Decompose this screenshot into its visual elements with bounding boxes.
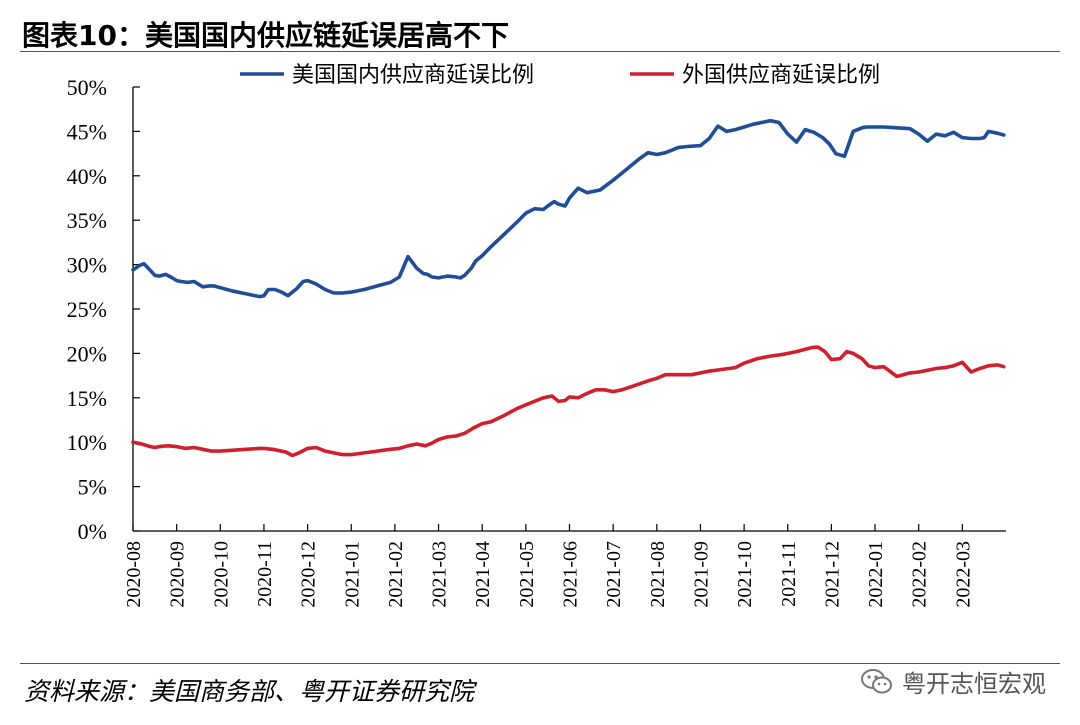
x-tick-label: 2021-02 xyxy=(385,541,407,608)
y-tick-label: 15% xyxy=(67,386,107,411)
y-axis: 0% 5% 10% 15% 20% 25% 30% 35% 40% 45% 50% xyxy=(67,75,140,544)
watermark: 粤开志恒宏观 xyxy=(860,664,1046,699)
y-tick-label: 50% xyxy=(67,75,107,100)
wechat-icon xyxy=(861,668,892,693)
y-tick-label: 10% xyxy=(67,430,107,455)
legend-label-0: 美国国内供应商延误比例 xyxy=(292,63,534,88)
y-tick-label: 20% xyxy=(67,341,107,366)
y-tick-label: 0% xyxy=(78,519,107,544)
x-tick-label: 2021-04 xyxy=(472,541,494,608)
x-tick-label: 2021-03 xyxy=(429,541,451,608)
y-tick-label: 25% xyxy=(67,297,107,322)
series-layer xyxy=(131,118,1006,458)
y-tick-label: 35% xyxy=(67,208,107,233)
x-tick-label: 2020-11 xyxy=(254,541,276,607)
x-tick-label: 2021-07 xyxy=(603,541,625,608)
y-tick-label: 30% xyxy=(67,253,107,278)
legend-label-1: 外国供应商延误比例 xyxy=(682,63,880,88)
series-line-us-domestic xyxy=(131,118,1006,299)
title-divider xyxy=(20,51,1060,52)
x-tick-label: 2021-09 xyxy=(690,541,712,608)
chart-title: 图表10：美国国内供应链延误居高不下 xyxy=(22,19,509,52)
x-tick-label: 2022-02 xyxy=(909,541,931,608)
series-line-foreign xyxy=(131,345,1006,458)
x-tick-label: 2022-03 xyxy=(952,541,974,608)
x-tick-label: 2020-12 xyxy=(298,541,320,608)
watermark-text: 粤开志恒宏观 xyxy=(902,670,1046,698)
x-tick-label: 2021-12 xyxy=(821,541,843,608)
y-tick-label: 5% xyxy=(78,475,107,500)
x-tick-label: 2021-10 xyxy=(734,541,756,608)
x-axis: 2020-08 2020-09 2020-10 2020-11 2020-12 2021-… xyxy=(123,524,1006,608)
x-tick-label: 2021-08 xyxy=(647,541,669,608)
legend: 美国国内供应商延误比例 外国供应商延误比例 xyxy=(240,63,880,88)
y-tick-label: 45% xyxy=(67,119,107,144)
x-tick-label: 2021-11 xyxy=(778,541,800,607)
footer-divider xyxy=(20,663,1060,664)
x-tick-label: 2021-06 xyxy=(560,541,582,608)
source-note: 资料来源：美国商务部、粤开证券研究院 xyxy=(24,677,475,706)
x-tick-label: 2021-01 xyxy=(341,541,363,608)
x-tick-label: 2021-05 xyxy=(516,541,538,608)
x-tick-label: 2020-09 xyxy=(167,541,189,608)
x-tick-label: 2020-08 xyxy=(123,541,145,608)
x-tick-label: 2022-01 xyxy=(865,541,887,608)
x-tick-label: 2020-10 xyxy=(210,541,232,608)
y-tick-label: 40% xyxy=(67,164,107,189)
